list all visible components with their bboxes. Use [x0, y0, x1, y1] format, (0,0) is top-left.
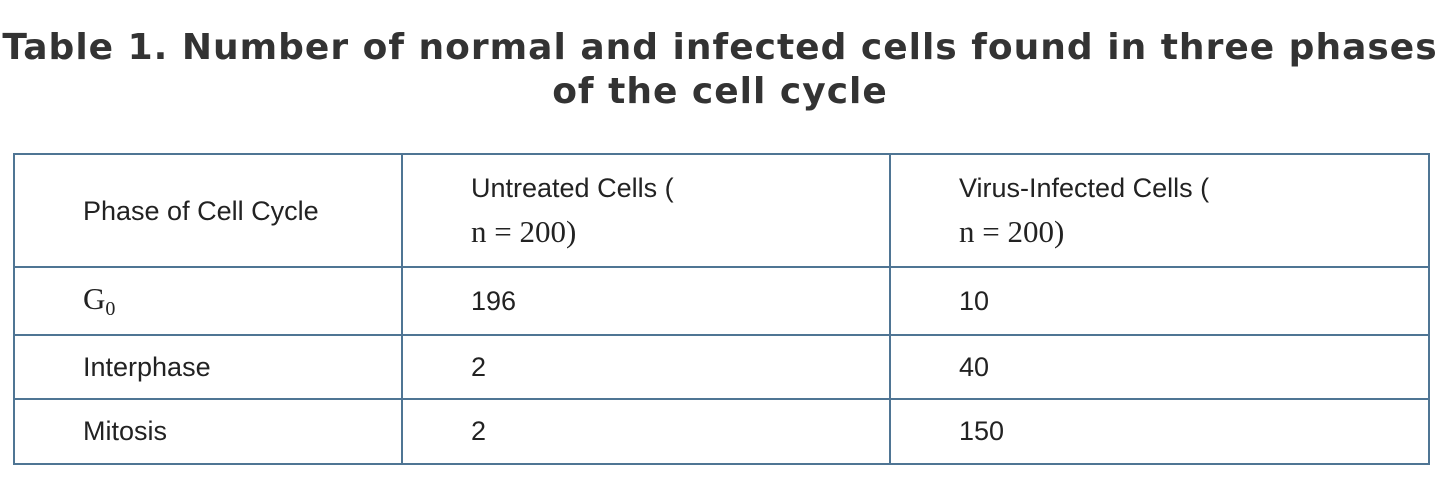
- header-untreated-n: n = 200): [471, 214, 577, 249]
- header-infected: Virus-Infected Cells ( n = 200): [889, 153, 1430, 268]
- header-phase-text: Phase of Cell Cycle: [83, 195, 319, 226]
- table-row: Interphase 2 40: [13, 334, 1430, 400]
- header-infected-text: Virus-Infected Cells (: [959, 173, 1210, 203]
- cell-untreated: 2: [401, 334, 891, 400]
- table-row: G0 196 10: [13, 266, 1430, 336]
- cell-untreated: 2: [401, 398, 891, 465]
- cell-phase: Mitosis: [13, 398, 403, 465]
- cell-phase: Interphase: [13, 334, 403, 400]
- header-untreated: Untreated Cells ( n = 200): [401, 153, 891, 268]
- table-title: Table 1. Number of normal and infected c…: [2, 27, 1438, 112]
- cell-infected: 10: [889, 266, 1430, 336]
- cell-untreated: 196: [401, 266, 891, 336]
- cell-infected: 40: [889, 334, 1430, 400]
- header-phase: Phase of Cell Cycle: [13, 153, 403, 268]
- header-infected-n: n = 200): [959, 214, 1065, 249]
- cell-cycle-table: Phase of Cell Cycle Untreated Cells ( n =…: [13, 153, 1430, 465]
- phase-g: G: [83, 281, 106, 316]
- phase-subscript: 0: [105, 298, 116, 320]
- cell-infected: 150: [889, 398, 1430, 465]
- header-row: Phase of Cell Cycle Untreated Cells ( n =…: [13, 153, 1430, 268]
- cell-phase: G0: [13, 266, 403, 336]
- header-untreated-text: Untreated Cells (: [471, 173, 674, 203]
- table-row: Mitosis 2 150: [13, 398, 1430, 465]
